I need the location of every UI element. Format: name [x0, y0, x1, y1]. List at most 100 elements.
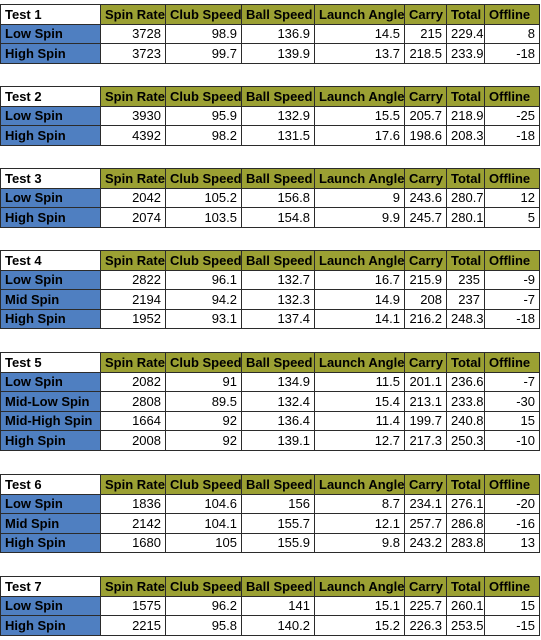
- column-header: Spin Rate: [100, 4, 166, 25]
- data-cell: 280.7: [446, 187, 485, 208]
- table-row: High Spin 1952 93.1 137.4 14.1 216.2 248.3 -18: [0, 308, 540, 329]
- data-cell: 215.9: [404, 269, 447, 290]
- test-title: Test 1: [0, 4, 101, 25]
- test-title: Test 3: [0, 168, 101, 189]
- data-cell: 13: [484, 532, 540, 553]
- data-cell: 155.7: [241, 513, 315, 534]
- row-label: Low Spin: [0, 371, 101, 392]
- table-row: Low Spin 2082 91 134.9 11.5 201.1 236.6 -7: [0, 371, 540, 392]
- column-header: Spin Rate: [100, 250, 166, 271]
- data-cell: 233.9: [446, 43, 485, 64]
- table-row: Mid Spin 2142 104.1 155.7 12.1 257.7 286.8 -16: [0, 513, 540, 534]
- column-header: Offline: [484, 250, 540, 271]
- table-row: Mid-High Spin 1664 92 136.4 11.4 199.7 240.8 15: [0, 410, 540, 431]
- data-cell: 243.2: [404, 532, 447, 553]
- data-cell: 132.9: [241, 105, 315, 126]
- column-header: Total: [446, 4, 485, 25]
- data-cell: 14.1: [314, 308, 405, 329]
- data-cell: 89.5: [165, 391, 242, 412]
- column-header: Offline: [484, 576, 540, 597]
- column-header: Launch Angle: [314, 474, 405, 495]
- table-row: Low Spin 1836 104.6 156 8.7 234.1 276.1 -20: [0, 493, 540, 514]
- data-cell: 13.7: [314, 43, 405, 64]
- table-row: Low Spin 3930 95.9 132.9 15.5 205.7 218.9 -25: [0, 105, 540, 126]
- data-cell: 2194: [100, 289, 166, 310]
- test-table: Test 5 Spin Rate Club Speed Ball Speed Launc…: [0, 352, 540, 451]
- data-cell: 91: [165, 371, 242, 392]
- row-label: High Spin: [0, 207, 101, 228]
- data-cell: -15: [484, 615, 540, 636]
- header-row: Test 6 Spin Rate Club Speed Ball Speed Launc…: [0, 474, 540, 495]
- data-cell: 4392: [100, 125, 166, 146]
- data-cell: 132.3: [241, 289, 315, 310]
- data-cell: 105.2: [165, 187, 242, 208]
- data-cell: 1575: [100, 595, 166, 616]
- column-header: Launch Angle: [314, 250, 405, 271]
- data-cell: -10: [484, 430, 540, 451]
- data-cell: 5: [484, 207, 540, 228]
- data-cell: 234.1: [404, 493, 447, 514]
- column-header: Club Speed: [165, 168, 242, 189]
- data-cell: 15.5: [314, 105, 405, 126]
- data-cell: 9: [314, 187, 405, 208]
- row-label: Low Spin: [0, 595, 101, 616]
- data-cell: 17.6: [314, 125, 405, 146]
- data-cell: 155.9: [241, 532, 315, 553]
- data-cell: 260.1: [446, 595, 485, 616]
- data-cell: 216.2: [404, 308, 447, 329]
- header-row: Test 5 Spin Rate Club Speed Ball Speed Launc…: [0, 352, 540, 373]
- data-cell: 140.2: [241, 615, 315, 636]
- data-cell: 9.8: [314, 532, 405, 553]
- data-cell: 215: [404, 23, 447, 44]
- data-cell: 15.2: [314, 615, 405, 636]
- data-cell: 237: [446, 289, 485, 310]
- data-cell: -16: [484, 513, 540, 534]
- row-label: High Spin: [0, 43, 101, 64]
- table-row: Low Spin 2042 105.2 156.8 9 243.6 280.7 12: [0, 187, 540, 208]
- data-cell: -20: [484, 493, 540, 514]
- column-header: Launch Angle: [314, 86, 405, 107]
- column-header: Launch Angle: [314, 168, 405, 189]
- data-cell: 104.1: [165, 513, 242, 534]
- data-cell: 283.8: [446, 532, 485, 553]
- column-header: Total: [446, 168, 485, 189]
- data-cell: 229.4: [446, 23, 485, 44]
- data-cell: 94.2: [165, 289, 242, 310]
- data-cell: 1952: [100, 308, 166, 329]
- header-row: Test 4 Spin Rate Club Speed Ball Speed Launc…: [0, 250, 540, 271]
- column-header: Ball Speed: [241, 474, 315, 495]
- column-header: Total: [446, 86, 485, 107]
- column-header: Club Speed: [165, 576, 242, 597]
- column-header: Offline: [484, 4, 540, 25]
- data-cell: 8: [484, 23, 540, 44]
- column-header: Ball Speed: [241, 576, 315, 597]
- data-cell: 280.1: [446, 207, 485, 228]
- test-table: Test 2 Spin Rate Club Speed Ball Speed Launc…: [0, 86, 540, 146]
- test-table: Test 3 Spin Rate Club Speed Ball Speed Launc…: [0, 168, 540, 228]
- row-label: High Spin: [0, 430, 101, 451]
- data-cell: 225.7: [404, 595, 447, 616]
- data-cell: 103.5: [165, 207, 242, 228]
- column-header: Club Speed: [165, 474, 242, 495]
- data-cell: 132.4: [241, 391, 315, 412]
- data-cell: 1664: [100, 410, 166, 431]
- data-cell: 95.9: [165, 105, 242, 126]
- data-cell: 15: [484, 595, 540, 616]
- table-row: High Spin 2008 92 139.1 12.7 217.3 250.3 -10: [0, 430, 540, 451]
- data-cell: -18: [484, 43, 540, 64]
- data-cell: 218.5: [404, 43, 447, 64]
- data-cell: 14.5: [314, 23, 405, 44]
- data-cell: 14.9: [314, 289, 405, 310]
- data-cell: 8.7: [314, 493, 405, 514]
- column-header: Carry: [404, 86, 447, 107]
- data-cell: 139.9: [241, 43, 315, 64]
- data-cell: 156: [241, 493, 315, 514]
- data-cell: 137.4: [241, 308, 315, 329]
- header-row: Test 2 Spin Rate Club Speed Ball Speed Launc…: [0, 86, 540, 107]
- data-cell: 15.4: [314, 391, 405, 412]
- data-cell: 2142: [100, 513, 166, 534]
- test-title: Test 5: [0, 352, 101, 373]
- row-label: Low Spin: [0, 493, 101, 514]
- data-cell: 250.3: [446, 430, 485, 451]
- data-cell: 217.3: [404, 430, 447, 451]
